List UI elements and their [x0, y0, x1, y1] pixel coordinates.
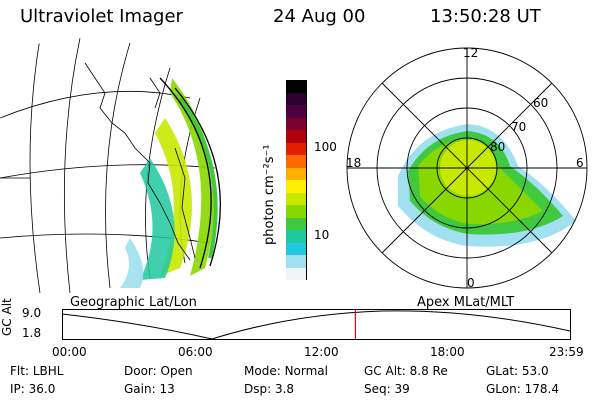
colorbar-segment [286, 192, 306, 205]
status-filter: Flt: LBHL [10, 364, 63, 378]
colorbar-segment [286, 167, 306, 180]
mlat-label-70: 70 [511, 120, 527, 134]
status-dsp-label: Dsp: [244, 382, 272, 396]
altitude-xtick-2359: 23:59 [549, 345, 584, 359]
status-ip-label: IP: [10, 382, 25, 396]
status-gain-value: 13 [159, 382, 175, 396]
status-ip-value: 36.0 [28, 382, 56, 396]
status-seq: Seq: 39 [364, 382, 410, 396]
status-door-value: Open [160, 364, 193, 378]
mlat-label-60: 60 [533, 96, 549, 110]
altitude-ytick-high: 9.0 [22, 306, 42, 320]
status-gain: Gain: 13 [124, 382, 175, 396]
aurora-band-geo [120, 78, 218, 288]
colorbar-segment [286, 92, 306, 105]
mlat-label-80: 80 [490, 140, 506, 154]
colorbar-segment [286, 142, 306, 155]
status-dsp: Dsp: 3.8 [244, 382, 294, 396]
time-label: 13:50:28 UT [430, 6, 541, 27]
status-mode: Mode: Normal [244, 364, 328, 378]
colorbar-segment [286, 117, 306, 130]
aurora-oval-polar [398, 124, 576, 247]
status-ip: IP: 36.0 [10, 382, 55, 396]
mlt-label-6: 6 [576, 156, 584, 170]
altitude-xtick-1800: 18:00 [430, 345, 465, 359]
colorbar-segment [286, 180, 306, 193]
status-glon: GLon: 178.4 [486, 382, 559, 396]
altitude-plot [62, 309, 571, 340]
status-mode-value: Normal [284, 364, 328, 378]
colorbar-segment [286, 267, 306, 280]
colorbar [286, 80, 306, 280]
colorbar-axis [306, 80, 315, 280]
status-glat-value: 53.0 [521, 364, 549, 378]
colorbar-segment [286, 205, 306, 218]
polar-plot [346, 47, 588, 289]
status-dsp-value: 3.8 [274, 382, 295, 396]
altitude-xtick-0000: 00:00 [52, 345, 87, 359]
colorbar-tick-10: 10 [314, 228, 330, 242]
mlt-label-12: 12 [463, 46, 479, 60]
date-label: 24 Aug 00 [273, 6, 366, 27]
colorbar-tick-100: 100 [314, 140, 337, 154]
mlt-label-0: 0 [467, 276, 475, 290]
status-gc-alt: GC Alt: 8.8 Re [364, 364, 448, 378]
status-seq-label: Seq: [364, 382, 391, 396]
altitude-ylabel: GC Alt [0, 298, 14, 336]
altitude-xtick-1200: 12:00 [304, 345, 339, 359]
status-gain-label: Gain: [124, 382, 156, 396]
status-glat: GLat: 53.0 [486, 364, 549, 378]
status-glon-value: 178.4 [524, 382, 559, 396]
colorbar-segment [286, 105, 306, 118]
altitude-xtick-0600: 06:00 [178, 345, 213, 359]
status-glon-label: GLon: [486, 382, 521, 396]
status-glat-label: GLat: [486, 364, 519, 378]
status-gc-alt-label: GC Alt: [364, 364, 406, 378]
status-door-label: Door: [124, 364, 157, 378]
status-filter-value: LBHL [32, 364, 64, 378]
colorbar-segment [286, 242, 306, 255]
colorbar-segment [286, 255, 306, 268]
colorbar-unit-label: photon cm⁻²s⁻¹ [262, 144, 277, 245]
status-gc-alt-value: 8.8 Re [409, 364, 448, 378]
status-filter-label: Flt: [10, 364, 29, 378]
instrument-title: Ultraviolet Imager [20, 6, 183, 27]
geographic-map [0, 38, 221, 293]
altitude-ytick-low: 1.8 [22, 326, 42, 340]
colorbar-segment [286, 217, 306, 230]
status-mode-label: Mode: [244, 364, 281, 378]
colorbar-segment [286, 130, 306, 143]
colorbar-segment [286, 155, 306, 168]
colorbar-segment [286, 230, 306, 243]
left-panel-caption: Geographic Lat/Lon [70, 295, 197, 310]
status-door: Door: Open [124, 364, 193, 378]
mlt-label-18: 18 [346, 156, 362, 170]
right-panel-caption: Apex MLat/MLT [417, 295, 515, 310]
status-seq-value: 39 [394, 382, 410, 396]
colorbar-segment [286, 80, 306, 93]
